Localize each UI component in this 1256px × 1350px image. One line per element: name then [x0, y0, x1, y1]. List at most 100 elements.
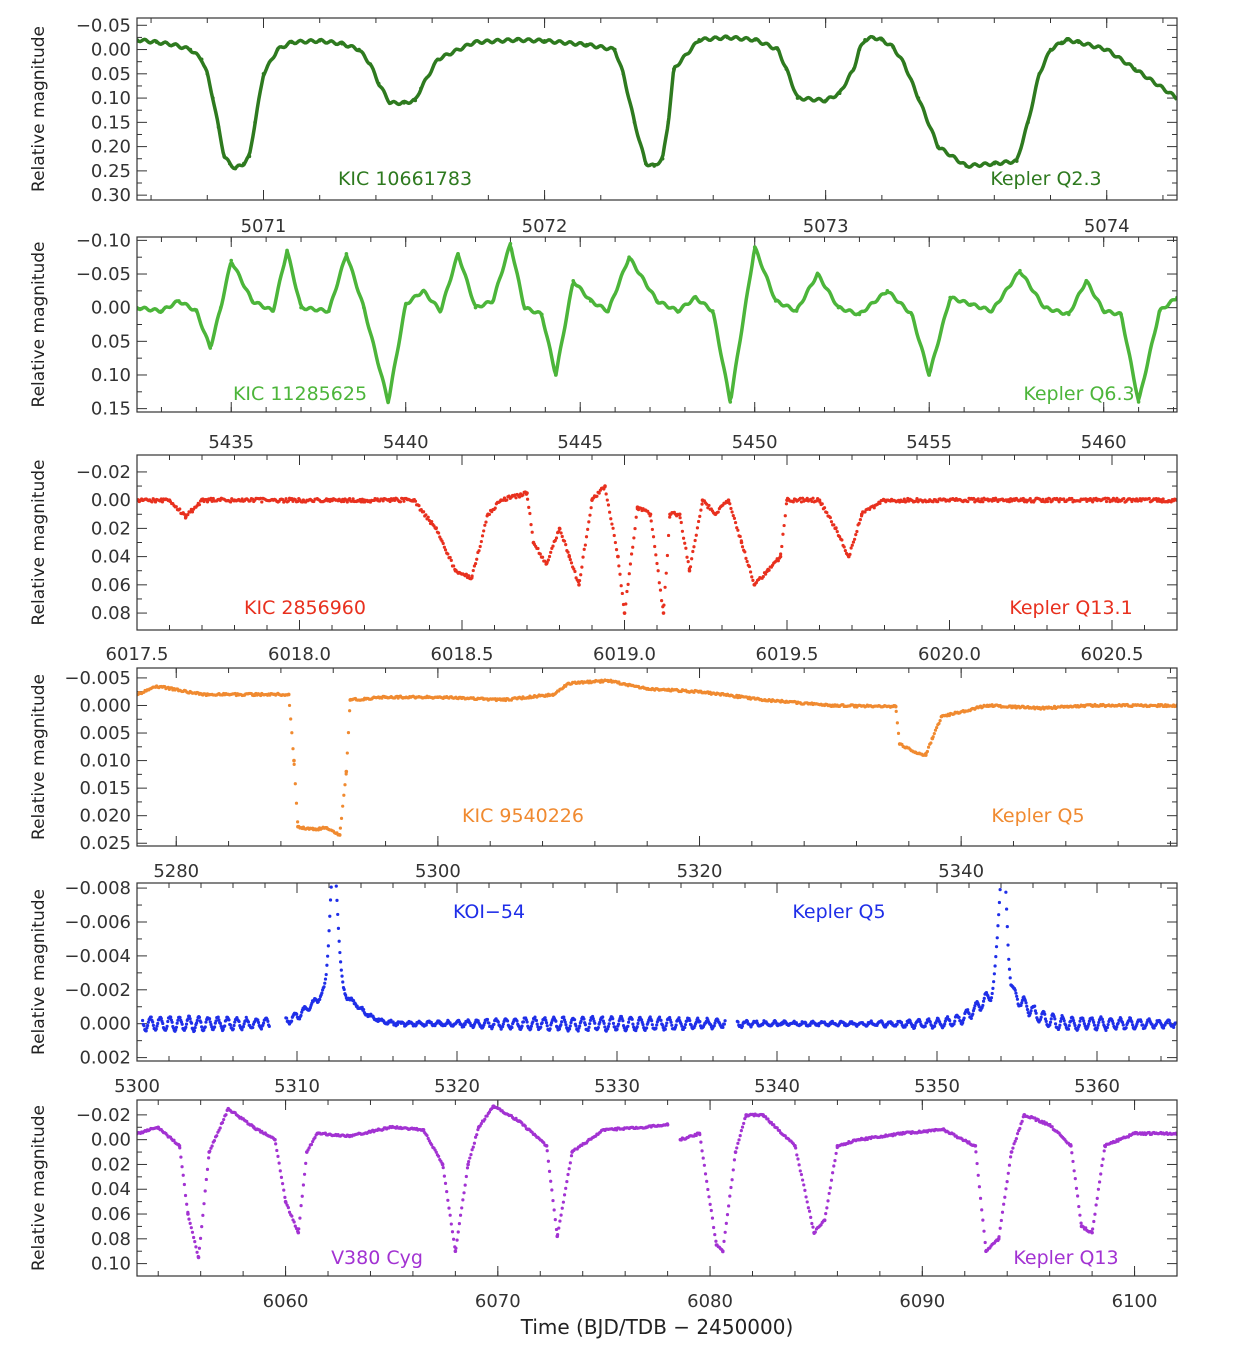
data-point	[535, 1022, 539, 1026]
data-point	[632, 536, 636, 540]
panel-frame	[136, 1099, 1178, 1277]
data-point	[566, 1172, 570, 1177]
data-point	[531, 540, 536, 545]
data-point	[1028, 1011, 1032, 1015]
data-point	[857, 47, 862, 52]
data-point	[298, 1216, 302, 1220]
data-point	[564, 543, 568, 547]
data-point	[448, 555, 452, 560]
data-point	[221, 1027, 225, 1031]
data-point	[871, 35, 876, 40]
data-point	[791, 500, 795, 504]
data-point	[572, 567, 576, 571]
data-point	[700, 502, 704, 506]
data-point	[177, 1144, 182, 1148]
data-point	[824, 1212, 828, 1216]
data-point	[697, 38, 701, 42]
data-point	[1015, 997, 1020, 1001]
y-axis-label: Relative magnitude	[29, 674, 49, 840]
data-point	[188, 1221, 192, 1225]
quarter-label: Kepler Q13	[1013, 1247, 1118, 1269]
data-point	[153, 500, 158, 504]
data-point	[1044, 1019, 1048, 1023]
data-point	[735, 526, 739, 530]
data-point	[267, 1024, 271, 1028]
data-point	[700, 498, 705, 502]
data-point	[222, 1117, 226, 1122]
data-point	[514, 496, 518, 500]
data-point	[233, 1020, 237, 1024]
data-point	[733, 1150, 738, 1154]
data-point	[386, 400, 391, 404]
data-point	[292, 758, 296, 763]
data-point	[240, 1028, 244, 1032]
data-point	[568, 558, 572, 562]
data-point	[632, 1025, 636, 1029]
data-point	[990, 309, 994, 313]
data-point	[485, 1114, 489, 1118]
data-point	[595, 494, 599, 498]
x-tick-label: 5360	[1074, 1076, 1120, 1097]
data-point	[1082, 1019, 1086, 1023]
data-point	[952, 1022, 956, 1026]
data-point	[606, 678, 610, 683]
data-point	[998, 1226, 1002, 1230]
data-point	[467, 574, 471, 578]
series-v380cyg	[137, 1104, 1177, 1260]
data-point	[802, 1183, 806, 1187]
data-point	[973, 1144, 978, 1148]
data-point	[194, 1245, 198, 1249]
data-point	[315, 1131, 320, 1136]
data-point	[538, 552, 542, 556]
data-point	[552, 1208, 556, 1212]
data-point	[184, 1022, 189, 1026]
data-point	[665, 1021, 669, 1025]
data-point	[517, 1119, 521, 1123]
data-point	[151, 1020, 155, 1024]
data-point	[142, 1024, 146, 1028]
data-point	[714, 1239, 718, 1243]
data-point	[502, 496, 507, 500]
data-point	[293, 1224, 297, 1228]
data-point	[547, 1169, 552, 1174]
data-point	[558, 1219, 562, 1223]
data-point	[200, 1025, 204, 1029]
data-point	[174, 505, 178, 509]
x-tick-label: 5340	[938, 861, 984, 882]
data-point	[190, 510, 195, 514]
data-point	[567, 554, 572, 559]
data-point	[159, 309, 164, 313]
data-point	[218, 1126, 222, 1130]
data-point	[851, 540, 856, 544]
data-point	[975, 1161, 979, 1166]
data-point	[926, 745, 931, 749]
y-tick-label: 0.10	[91, 365, 131, 386]
panel-kic10661783: −0.05 0.00 0.05 0.10 0.15 0.20 0.25 0.30 5071 507…	[29, 15, 1178, 237]
data-point	[775, 1126, 779, 1130]
data-point	[1012, 1142, 1016, 1146]
data-point	[256, 1018, 260, 1022]
data-point	[205, 500, 210, 504]
data-point	[242, 161, 246, 166]
data-point	[473, 562, 478, 566]
data-point	[690, 557, 694, 561]
data-point	[454, 1246, 458, 1250]
data-point	[610, 522, 614, 526]
data-point	[548, 1027, 552, 1031]
data-point	[203, 1189, 207, 1193]
data-point	[805, 1200, 809, 1204]
data-point	[722, 1239, 726, 1243]
data-point	[639, 1018, 644, 1022]
data-point	[549, 1179, 553, 1183]
data-point	[282, 1188, 286, 1192]
data-point	[1053, 1022, 1058, 1026]
data-point	[627, 1020, 631, 1024]
data-point	[713, 1232, 717, 1237]
data-point	[878, 501, 882, 506]
data-point	[344, 252, 349, 256]
data-point	[1084, 1226, 1088, 1230]
data-point	[938, 719, 942, 723]
data-point	[461, 1198, 465, 1202]
data-point	[736, 1141, 740, 1145]
data-point	[657, 1015, 662, 1019]
